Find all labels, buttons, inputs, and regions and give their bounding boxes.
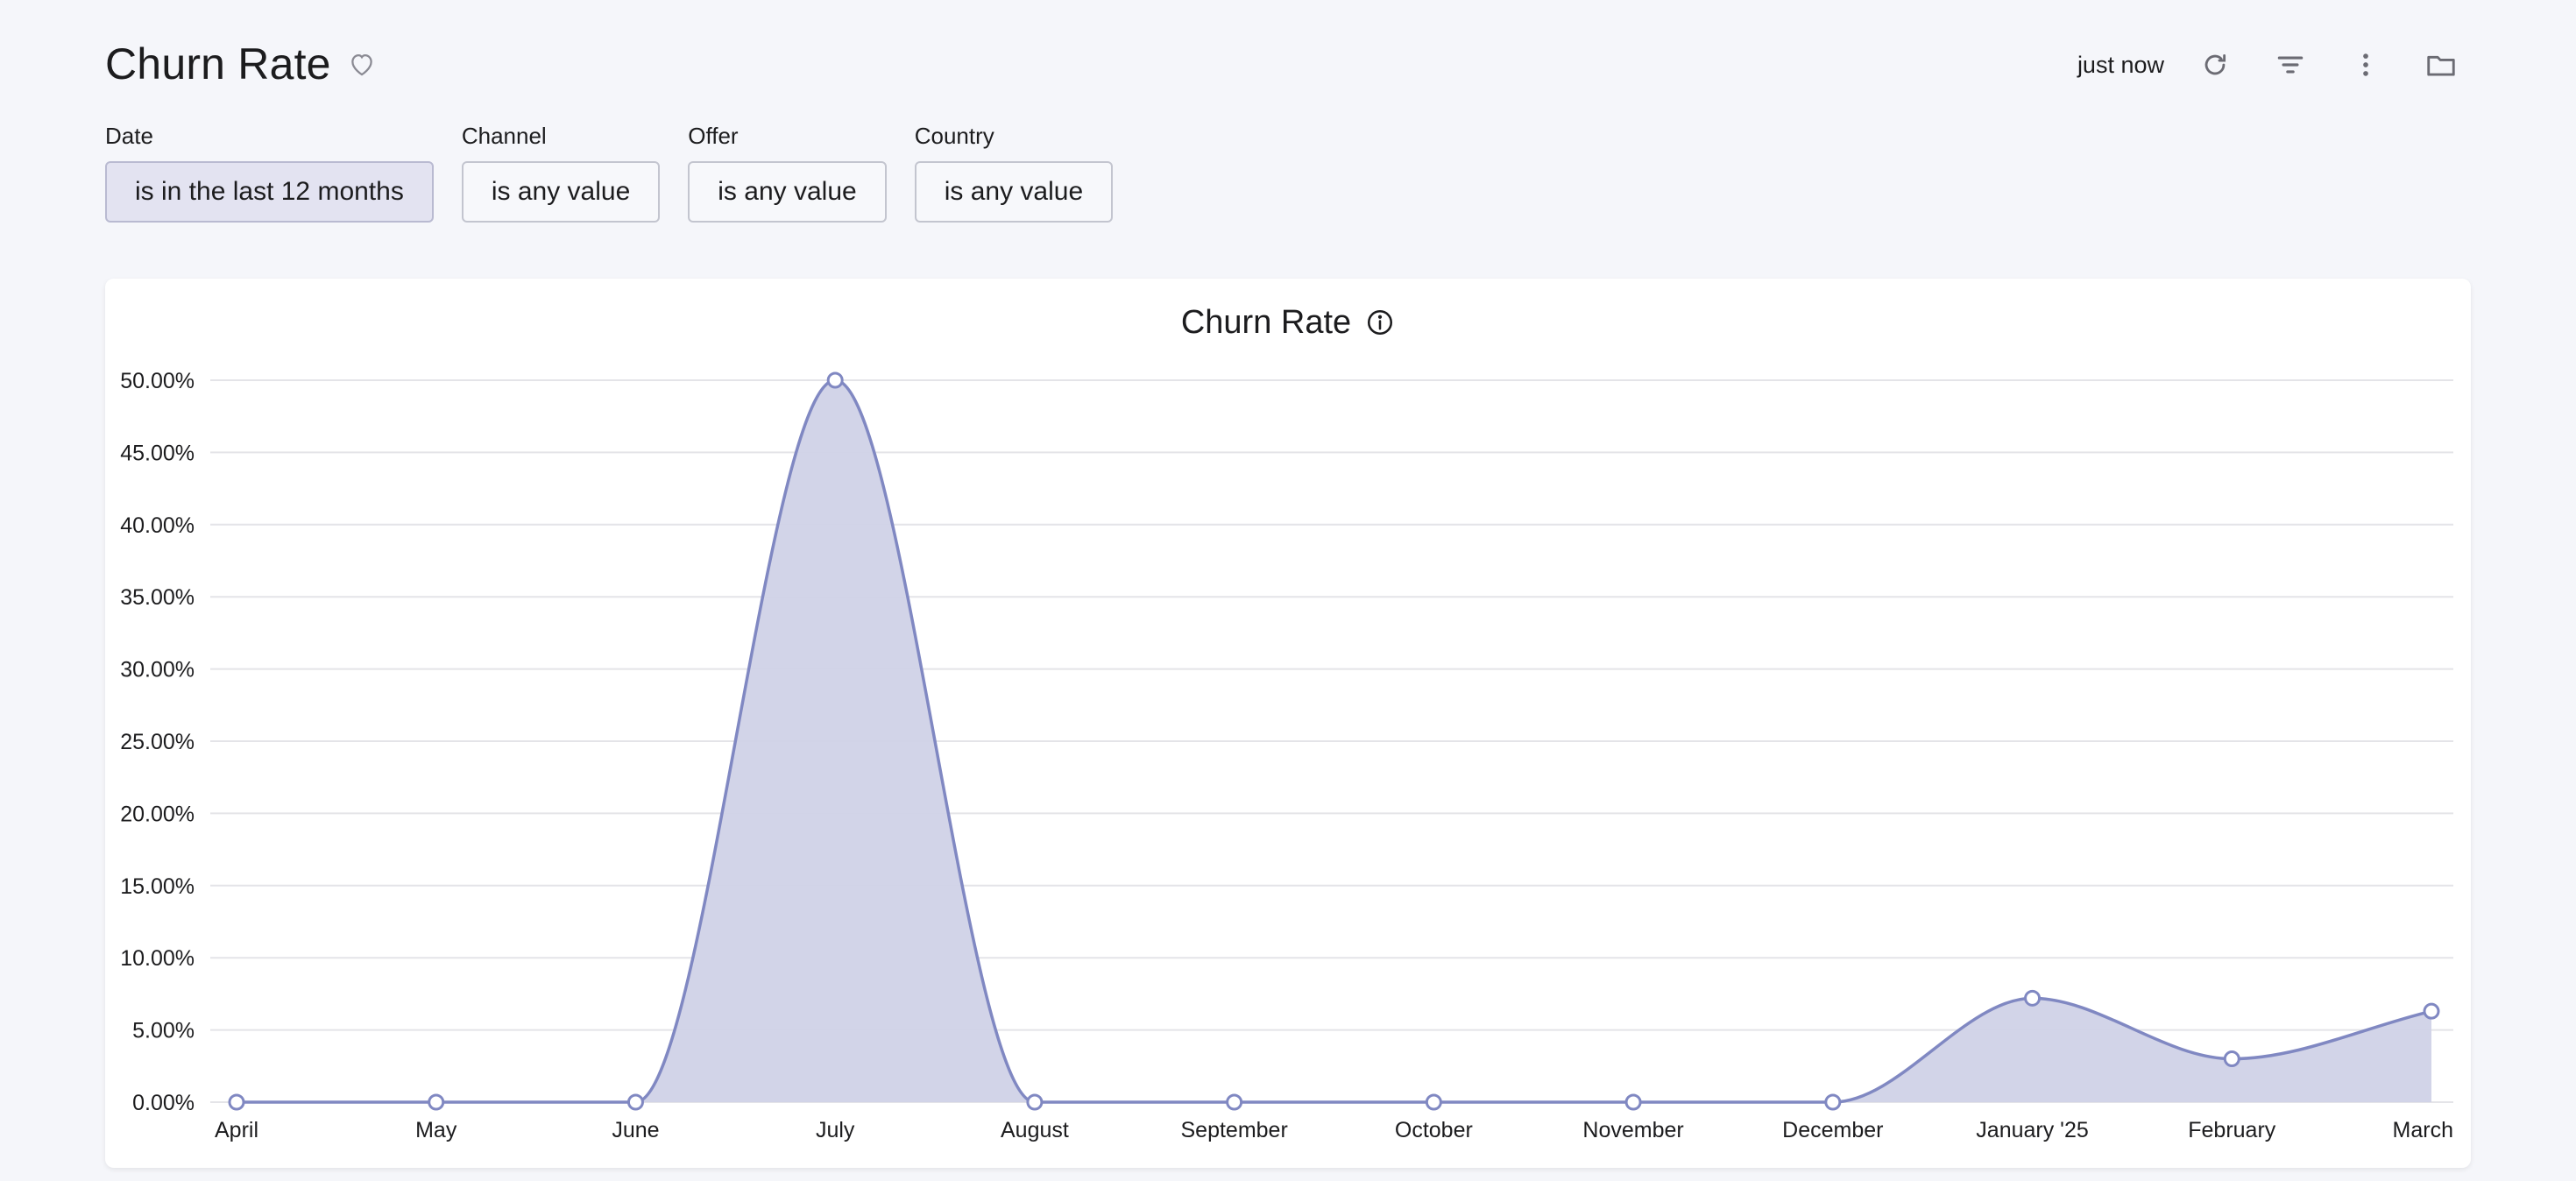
- info-icon[interactable]: [1365, 308, 1395, 337]
- refresh-button[interactable]: [2190, 40, 2240, 89]
- series-line: [237, 378, 2432, 1104]
- filter-country-button[interactable]: is any value: [914, 161, 1114, 223]
- filter-country: Country is any value: [914, 123, 1114, 223]
- chart-title-row: Churn Rate: [105, 298, 2471, 347]
- filter-icon: [2277, 56, 2304, 74]
- x-tick-label: September: [1180, 1118, 1287, 1142]
- data-point: [826, 371, 844, 389]
- x-tick-label: May: [415, 1118, 457, 1142]
- y-tick-label: 5.00%: [132, 1019, 195, 1043]
- filter-date: Date is in the last 12 months: [105, 123, 434, 223]
- y-tick-label: 30.00%: [120, 658, 195, 682]
- chart-card: 0.00% 5.00% 10.00% 15.00% 20.00% 25.00% 30.00%…: [105, 279, 2471, 1168]
- series-area: [237, 380, 2431, 1102]
- y-tick-label: 10.00%: [120, 946, 195, 971]
- y-tick-label: 35.00%: [120, 585, 195, 610]
- more-vertical-icon: [2363, 53, 2368, 76]
- page-header: Churn Rate: [105, 33, 377, 95]
- data-point: [626, 1093, 644, 1111]
- data-point: [1824, 1093, 1842, 1111]
- x-tick-label: June: [612, 1118, 659, 1142]
- y-tick-label: 0.00%: [132, 1091, 195, 1115]
- data-point: [1026, 1093, 1044, 1111]
- y-tick-label: 25.00%: [120, 730, 195, 754]
- folder-button[interactable]: [2417, 40, 2466, 89]
- x-tick-label: April: [215, 1118, 258, 1142]
- page-title: Churn Rate: [105, 39, 331, 88]
- filter-country-label: Country: [914, 123, 994, 149]
- last-updated-text: just now: [2077, 51, 2164, 78]
- filter-button[interactable]: [2266, 40, 2315, 89]
- filter-channel: Channel is any value: [461, 123, 661, 223]
- y-tick-label: 20.00%: [120, 802, 195, 826]
- more-options-button[interactable]: [2341, 40, 2390, 89]
- refresh-icon: [2204, 53, 2226, 75]
- filter-channel-button[interactable]: is any value: [461, 161, 661, 223]
- x-tick-label: July: [816, 1118, 855, 1142]
- x-tick-label: March: [2393, 1118, 2453, 1142]
- x-tick-label: February: [2188, 1118, 2276, 1142]
- filter-date-label: Date: [105, 123, 153, 149]
- x-tick-label: November: [1582, 1118, 1683, 1142]
- filter-offer: Offer is any value: [688, 123, 887, 223]
- x-tick-label: October: [1395, 1118, 1473, 1142]
- x-tick-label: August: [1001, 1118, 1069, 1142]
- data-point: [428, 1093, 445, 1111]
- y-tick-label: 15.00%: [120, 874, 195, 899]
- filter-offer-label: Offer: [688, 123, 739, 149]
- filter-bar: Date is in the last 12 months Channel is…: [105, 123, 1114, 223]
- y-tick-label: 40.00%: [120, 513, 195, 538]
- chart-title: Churn Rate: [1180, 303, 1352, 341]
- heart-icon[interactable]: [347, 49, 377, 79]
- data-point: [1226, 1093, 1243, 1111]
- y-tick-label: 45.00%: [120, 441, 195, 465]
- filter-offer-button[interactable]: is any value: [688, 161, 887, 223]
- x-tick-label: January '25: [1976, 1118, 2088, 1142]
- filter-date-button[interactable]: is in the last 12 months: [105, 161, 434, 223]
- y-tick-label: 50.00%: [120, 369, 195, 393]
- filter-channel-label: Channel: [461, 123, 547, 149]
- x-tick-label: December: [1782, 1118, 1883, 1142]
- folder-icon: [2427, 55, 2455, 76]
- data-point: [2223, 1050, 2240, 1068]
- data-point: [1624, 1093, 1642, 1111]
- header-actions: just now: [2077, 37, 2466, 93]
- data-point: [2423, 1002, 2440, 1020]
- data-point: [2024, 989, 2042, 1007]
- churn-rate-chart: 0.00% 5.00% 10.00% 15.00% 20.00% 25.00% 30.00%…: [120, 369, 2453, 1142]
- data-point: [1425, 1093, 1442, 1111]
- data-point: [228, 1093, 245, 1111]
